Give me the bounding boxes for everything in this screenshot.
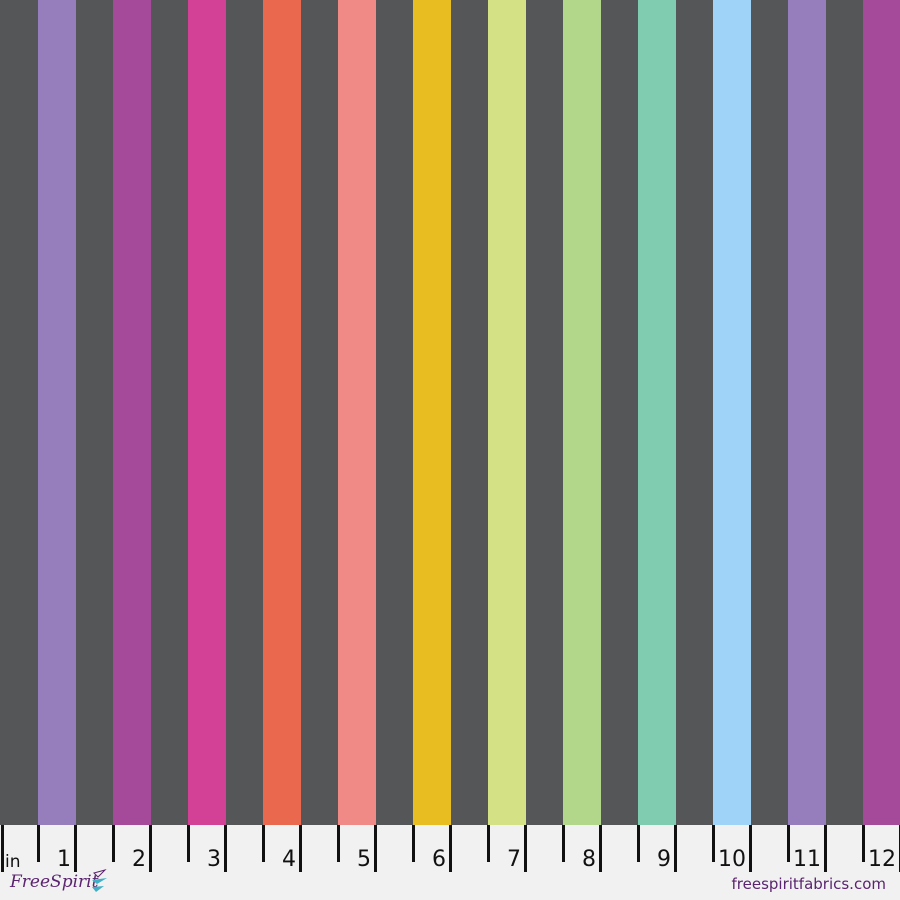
major-tick [299, 825, 302, 872]
ruler-label: 8 [582, 847, 596, 872]
major-tick [674, 825, 677, 872]
ruler-label: 1 [57, 847, 71, 872]
color-stripe [337, 0, 376, 825]
ruler-label: 10 [718, 847, 746, 872]
color-stripe [562, 0, 601, 825]
ruler-label: 3 [207, 847, 221, 872]
ruler-label: 11 [793, 847, 821, 872]
color-stripe [37, 0, 76, 825]
minor-tick [36, 825, 40, 862]
major-tick [524, 825, 527, 872]
minor-tick [111, 825, 115, 862]
svg-text:FreeSpirit: FreeSpirit [9, 872, 99, 892]
ruler-label: 7 [507, 847, 521, 872]
minor-tick [411, 825, 415, 862]
major-tick [224, 825, 227, 872]
color-stripe [712, 0, 751, 825]
color-stripe [487, 0, 526, 825]
color-stripe [262, 0, 301, 825]
freespirit-logo: FreeSpirit [9, 869, 107, 892]
color-stripe [112, 0, 151, 825]
ruler-label: 12 [868, 847, 896, 872]
minor-tick [186, 825, 190, 862]
minor-tick [486, 825, 490, 862]
color-stripe [787, 0, 826, 825]
major-tick [824, 825, 827, 872]
ruler-label: 2 [132, 847, 146, 872]
minor-tick [861, 825, 865, 862]
major-tick [449, 825, 452, 872]
color-stripe [187, 0, 226, 825]
ruler-label: 9 [657, 847, 671, 872]
fabric-swatch [37, 0, 900, 825]
color-stripe [412, 0, 451, 825]
ruler-label: 6 [432, 847, 446, 872]
ruler-label: 4 [282, 847, 296, 872]
major-tick [599, 825, 602, 872]
minor-tick [561, 825, 565, 862]
major-tick [749, 825, 752, 872]
major-tick [74, 825, 77, 872]
major-tick [149, 825, 152, 872]
ruler-unit: in [5, 852, 21, 872]
minor-tick [336, 825, 340, 862]
minor-tick [711, 825, 715, 862]
major-tick [1, 825, 4, 872]
ruler-label: 5 [357, 847, 371, 872]
minor-tick [786, 825, 790, 862]
color-stripe [862, 0, 900, 825]
major-tick [374, 825, 377, 872]
color-stripe [637, 0, 676, 825]
website-link[interactable]: freespiritfabrics.com [731, 875, 887, 893]
minor-tick [636, 825, 640, 862]
minor-tick [261, 825, 265, 862]
